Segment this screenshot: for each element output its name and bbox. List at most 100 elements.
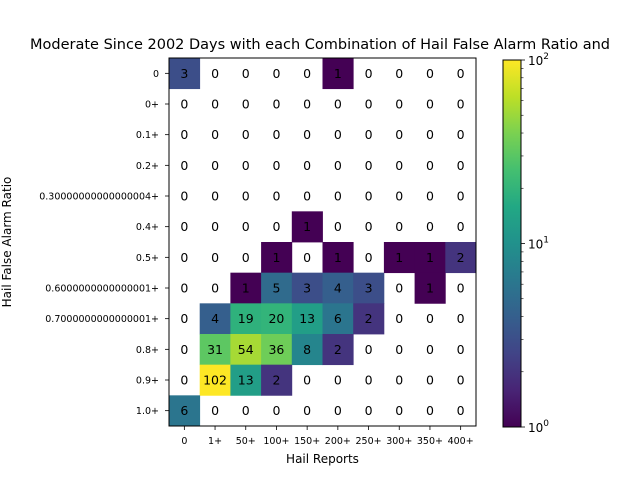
colorbar-tick-label: 100 [528,419,549,435]
y-tick-label: 0+ [145,100,159,111]
heatmap-cell [291,334,323,366]
plot-frame [168,57,477,427]
x-tick-label: 300+ [386,436,412,447]
cell-value-label: 0 [426,127,434,142]
cell-value-label: 6 [334,311,342,326]
cell-value-label: 0 [303,97,311,112]
cell-value-label: 0 [334,373,342,388]
cell-value-label: 1 [426,250,434,265]
cell-value-label: 4 [211,311,219,326]
heatmap-cell [169,58,201,90]
heatmap-cell [199,303,231,335]
cell-value-label: 0 [457,342,465,357]
cell-value-label: 3 [303,281,311,296]
cell-value-label: 0 [395,311,403,326]
cell-value-label: 0 [457,158,465,173]
cell-value-label: 20 [268,311,284,326]
cell-value-label: 1 [334,66,342,81]
heatmap-cell [322,303,354,335]
cell-value-label: 3 [180,66,188,81]
cell-value-label: 0 [180,311,188,326]
cell-value-label: 0 [365,127,373,142]
y-tick-label: 0 [153,69,159,80]
cell-value-label: 0 [457,403,465,418]
x-axis-label: Hail Reports [286,452,359,466]
y-tick-label: 0.7000000000000001+ [45,314,159,325]
cell-value-label: 1 [272,250,280,265]
cell-value-label: 0 [242,403,250,418]
cell-value-label: 0 [180,127,188,142]
x-tick-label: 150+ [294,436,320,447]
y-tick-label: 0.30000000000000004+ [39,192,159,203]
cell-value-label: 0 [242,250,250,265]
heatmap-cell [322,242,354,274]
cell-value-label: 0 [395,373,403,388]
x-tick-label: 350+ [417,436,443,447]
heatmap-cell [291,272,323,304]
cell-value-label: 1 [395,250,403,265]
cell-value-label: 1 [242,281,250,296]
cell-value-label: 0 [426,342,434,357]
x-axis-ticks: 0 1+ 50+ 100+ 150+ 200+ 250+ 300+ 350+ 400+ [181,426,474,447]
cell-value-labels: 3 0 0 0 0 1 0 0 0 0 0 0 0 0 0 0 0 0 0 0 0 0 0 0 0 0 0 0 0 0 0 0 0 0 0 0 0 0 0 0… [180,66,464,418]
cell-value-label: 31 [207,342,223,357]
heatmap-cell [230,364,262,396]
x-tick-label: 400+ [448,436,474,447]
heatmap-cell [414,272,446,304]
cell-value-label: 36 [268,342,284,357]
cell-value-label: 0 [272,189,280,204]
heatmap-cell [414,242,446,274]
cell-value-label: 1 [334,250,342,265]
colorbar-tick-label: 101 [528,236,549,252]
cell-value-label: 8 [303,342,311,357]
y-tick-label: 1.0+ [136,406,159,417]
cell-value-label: 0 [242,66,250,81]
cell-value-label: 0 [365,158,373,173]
heatmap-cell [261,303,293,335]
cell-value-label: 0 [242,189,250,204]
cell-value-label: 0 [303,373,311,388]
cell-value-label: 0 [272,219,280,234]
cell-value-label: 0 [395,219,403,234]
heatmap-cell [230,303,262,335]
cell-value-label: 13 [299,311,315,326]
cell-value-label: 0 [242,219,250,234]
cell-value-label: 0 [242,127,250,142]
cell-value-label: 0 [395,97,403,112]
colorbar [502,59,522,428]
cell-value-label: 0 [365,219,373,234]
cell-value-label: 0 [334,97,342,112]
y-tick-label: 0.6000000000000001+ [45,284,159,295]
cell-value-label: 3 [365,281,373,296]
heatmap-cell [169,395,201,427]
cell-value-label: 0 [426,403,434,418]
heatmap-cell [261,242,293,274]
cell-value-label: 0 [457,281,465,296]
heatmap-cell [322,334,354,366]
y-tick-label: 0.1+ [136,130,159,141]
heatmap-cell [291,303,323,335]
y-axis-label: Hail False Alarm Ratio [0,177,14,308]
cell-value-label: 0 [180,373,188,388]
heatmap-cell [261,272,293,304]
x-tick-label: 1+ [208,436,222,447]
x-tick-label: 100+ [263,436,289,447]
heatmap-cell [199,364,231,396]
cell-value-label: 0 [211,97,219,112]
cell-value-label: 0 [211,66,219,81]
cell-value-label: 0 [180,97,188,112]
heatmap-cell [445,242,477,274]
cell-value-label: 0 [334,158,342,173]
cell-value-label: 0 [395,403,403,418]
y-tick-label: 0.2+ [136,161,159,172]
cell-value-label: 0 [395,66,403,81]
colorbar-ticks: 100 101 102 [521,52,549,435]
colorbar-tick-label: 102 [528,52,549,68]
cell-value-label: 0 [211,189,219,204]
cell-value-label: 0 [334,219,342,234]
cell-value-label: 0 [272,97,280,112]
cell-value-label: 0 [365,250,373,265]
cell-value-label: 0 [457,189,465,204]
cell-value-label: 0 [395,342,403,357]
cell-value-label: 0 [211,158,219,173]
